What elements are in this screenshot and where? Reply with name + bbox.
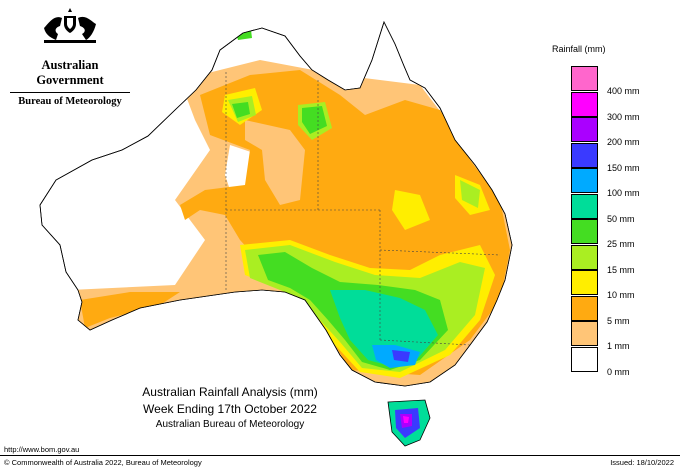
copyright-text: © Commonwealth of Australia 2022, Bureau… — [4, 458, 202, 467]
legend-label: 400 mm — [607, 86, 640, 96]
legend-label: 25 mm — [607, 239, 635, 249]
legend-swatch — [571, 270, 598, 295]
title-line3: Australian Bureau of Meteorology — [155, 419, 305, 430]
map-title: Australian Rainfall Analysis (mm) Week E… — [120, 385, 340, 430]
rainfall-shading — [70, 22, 512, 386]
state-borders — [225, 72, 501, 346]
legend-label: 10 mm — [607, 290, 635, 300]
org-line2: Bureau of Meteorology — [18, 96, 122, 107]
legend-label: 200 mm — [607, 137, 640, 147]
legend-label: 300 mm — [607, 111, 640, 122]
legend-label: 50 mm — [607, 213, 635, 224]
government-header: Australian Government Bureau of Meteorol… — [8, 12, 132, 107]
legend-swatch — [571, 117, 598, 142]
legend-title: Rainfall (mm) — [552, 44, 606, 54]
legend-swatch — [571, 346, 598, 372]
issued-date: Issued: 18/10/2022 — [610, 458, 674, 467]
legend-label: 100 mm — [607, 188, 640, 198]
legend-label: 15 mm — [607, 264, 635, 275]
legend-swatch — [571, 91, 598, 117]
legend-swatch — [571, 66, 598, 91]
legend-swatch — [571, 219, 598, 244]
legend-swatch — [571, 295, 598, 321]
legend-swatch — [571, 168, 598, 193]
coat-of-arms-icon — [44, 8, 96, 43]
title-line2: Week Ending 17th October 2022 — [143, 402, 317, 416]
footer: © Commonwealth of Australia 2022, Bureau… — [0, 455, 680, 468]
legend-label: 150 mm — [607, 162, 640, 173]
legend-swatch — [571, 142, 598, 168]
website-link[interactable]: http://www.bom.gov.au — [4, 445, 80, 454]
org-line1: Australian Government — [36, 58, 104, 87]
legend-label: 0 mm — [607, 366, 630, 377]
legend-swatch — [571, 244, 598, 270]
legend-label: 5 mm — [607, 315, 630, 326]
title-line1: Australian Rainfall Analysis (mm) — [142, 385, 318, 399]
legend-swatch — [571, 193, 598, 219]
legend-label: 1 mm — [607, 341, 630, 351]
legend-swatch — [571, 321, 598, 346]
